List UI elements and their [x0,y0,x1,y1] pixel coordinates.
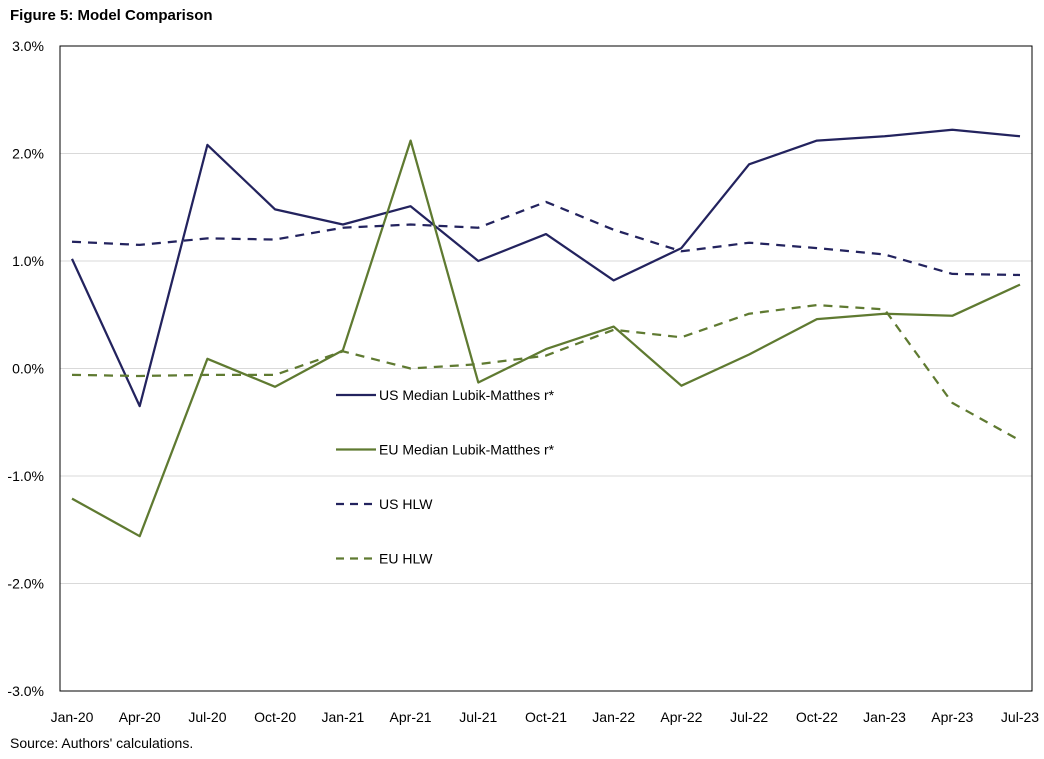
x-tick-label: Jul-21 [459,709,497,725]
source-note: Source: Authors' calculations. [10,735,194,751]
series-line-2 [71,139,1021,538]
x-axis-tick-labels: Jan-20 Apr-20 Jul-20 Oct-20 Jan-21 Apr-21 Jul-… [51,709,1040,725]
y-tick-label: 1.0% [12,253,44,269]
x-tick-label: Oct-21 [525,709,567,725]
y-tick-label: 2.0% [12,146,44,162]
legend: US Median Lubik-Matthes r* EU Median Lubi… [336,387,555,567]
legend-label-1: US Median Lubik-Matthes r* [379,387,555,403]
series-lines [70,128,1021,538]
x-tick-label: Apr-20 [119,709,161,725]
figure-title: Figure 5: Model Comparison [10,7,213,24]
x-tick-label: Jul-23 [1001,709,1039,725]
plot-area-frame [59,45,1033,692]
x-tick-label: Jan-21 [321,709,364,725]
x-tick-label: Jan-20 [51,709,94,725]
x-tick-label: Jul-20 [188,709,226,725]
x-tick-label: Jan-22 [592,709,635,725]
y-tick-label: -2.0% [7,576,44,592]
x-tick-label: Oct-22 [796,709,838,725]
y-tick-label: 0.0% [12,361,44,377]
legend-label-4: EU HLW [379,551,433,567]
x-tick-label: Jan-23 [863,709,906,725]
x-tick-label: Apr-21 [390,709,432,725]
y-axis-tick-labels: 3.0% 2.0% 1.0% 0.0% -1.0% -2.0% -3.0% [7,38,44,699]
x-tick-label: Apr-22 [660,709,702,725]
x-tick-label: Oct-20 [254,709,296,725]
x-tick-label: Jul-22 [730,709,768,725]
y-tick-label: -1.0% [7,468,44,484]
gridlines [60,153,1032,584]
y-tick-label: 3.0% [12,38,44,54]
y-tick-label: -3.0% [7,683,44,699]
series-line-3 [71,200,1021,277]
x-tick-label: Apr-23 [931,709,973,725]
legend-label-2: EU Median Lubik-Matthes r* [379,442,555,458]
series-line-4 [71,303,1021,442]
legend-label-3: US HLW [379,496,433,512]
series-line-1 [70,128,1021,408]
